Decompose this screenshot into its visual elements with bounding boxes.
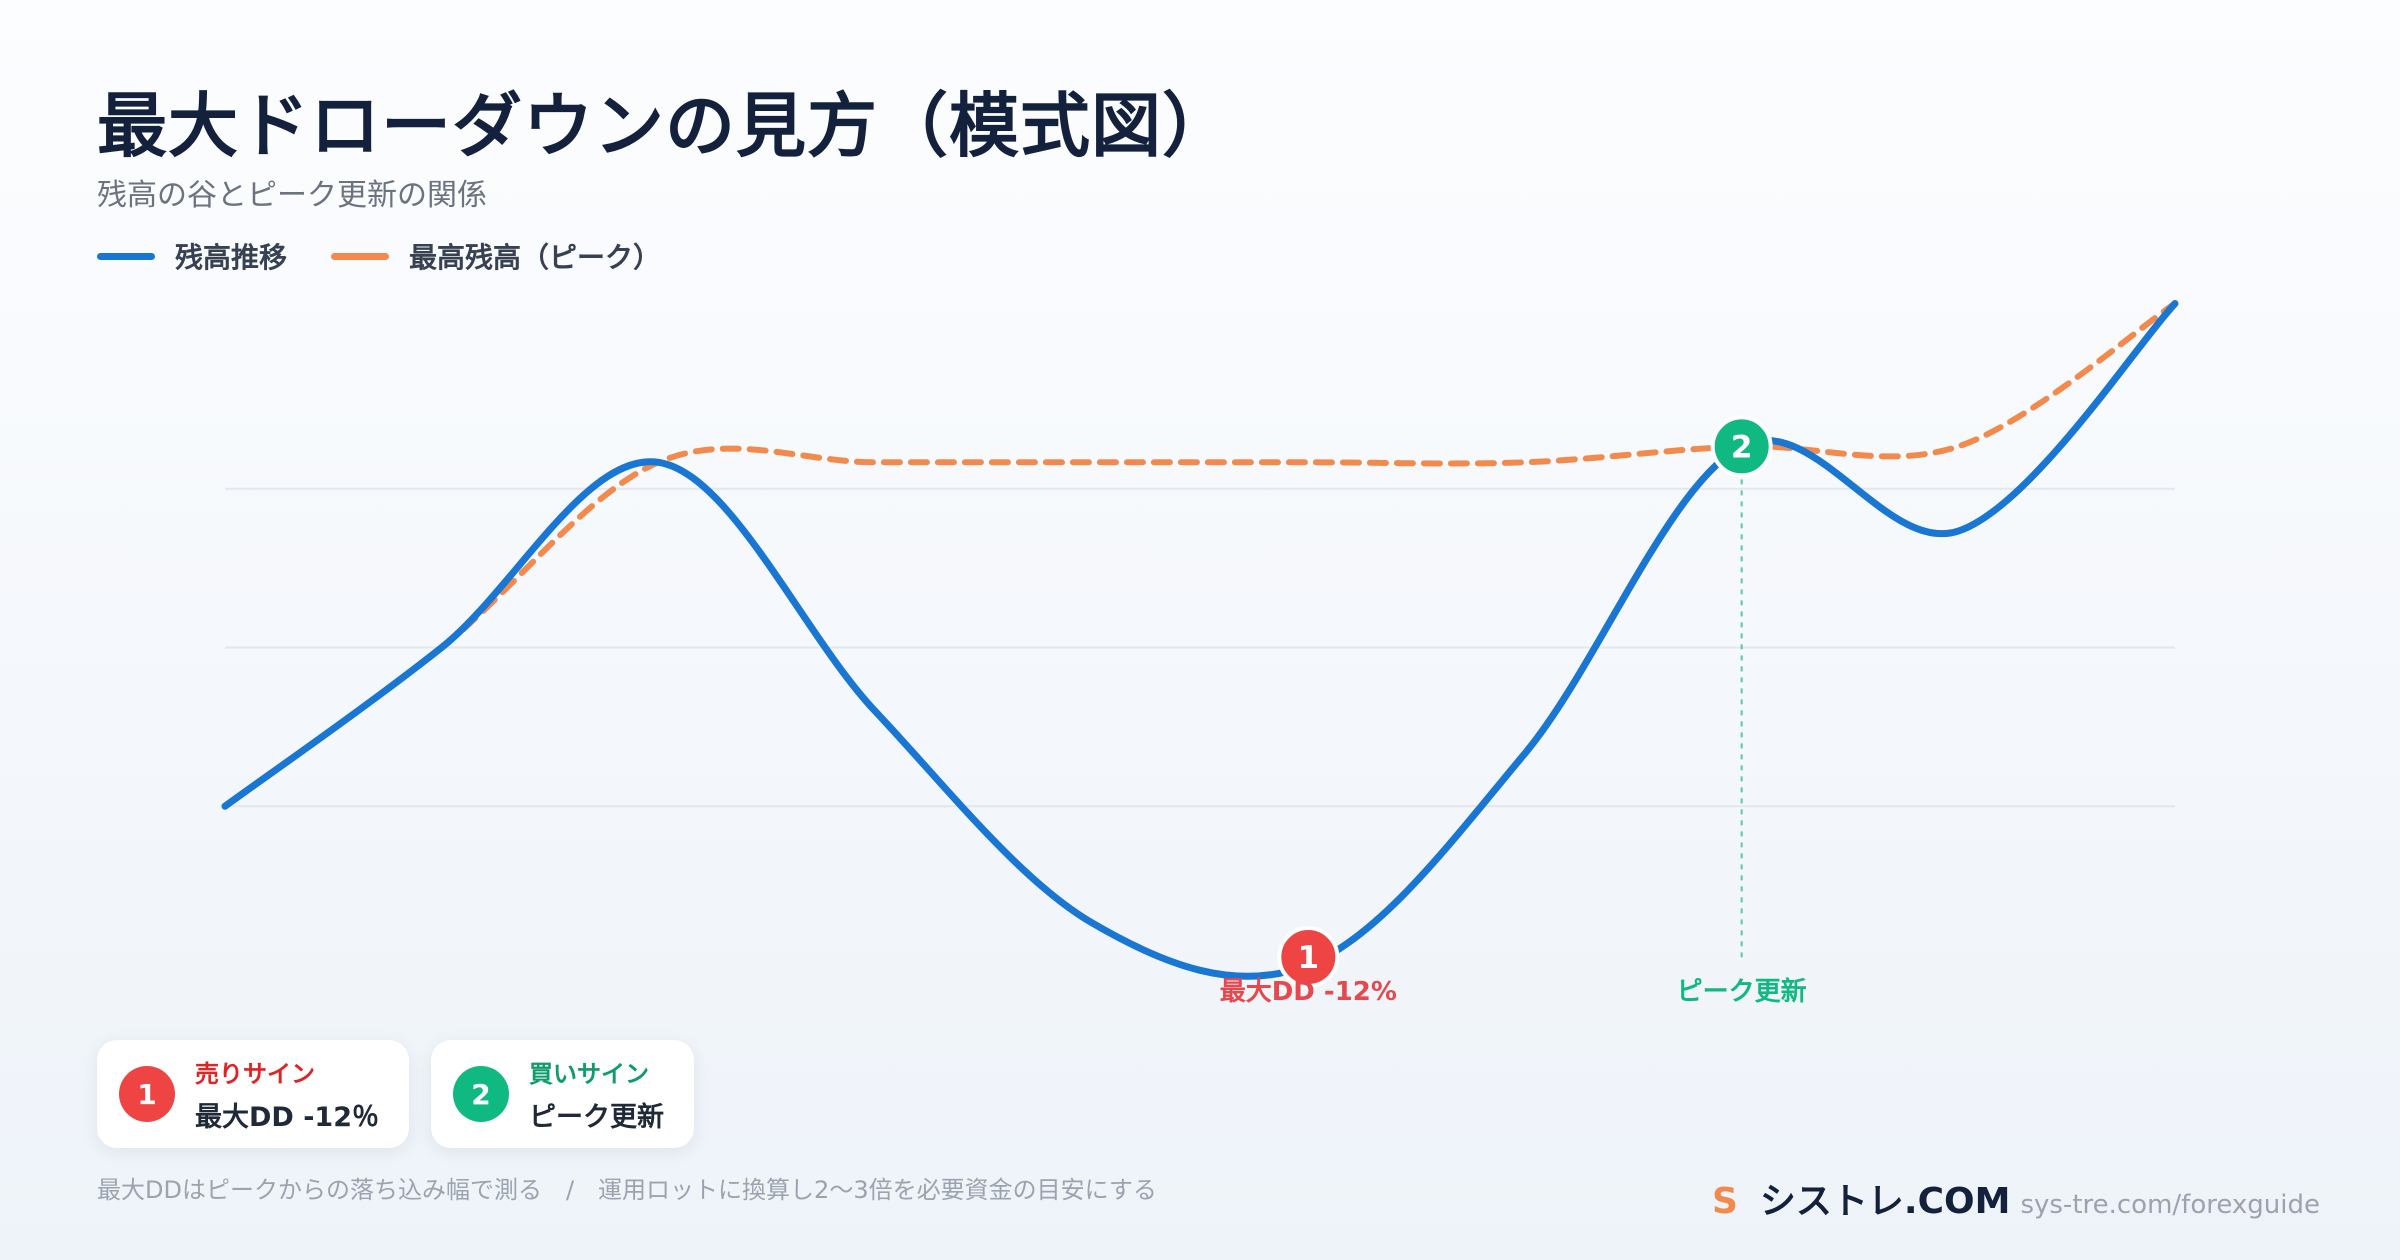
marker-2-number: 2 — [1731, 429, 1753, 465]
legend-swatch-peak — [331, 252, 390, 260]
sell-signal-value: 最大DD -12％ — [195, 1102, 380, 1133]
brand-name: シストレ.COM — [1759, 1181, 2011, 1222]
buy-signal-card: 2 買いサイン ピーク更新 — [431, 1040, 695, 1148]
balance-line — [221, 300, 2179, 980]
legend-label-balance: 残高推移 — [175, 241, 288, 274]
brand-url[interactable]: sys-tre.com/forexguide — [2020, 1190, 2320, 1220]
sell-signal-card: 1 売りサイン 最大DD -12％ — [97, 1040, 410, 1148]
signal-cards: 1 売りサイン 最大DD -12％ 2 買いサイン ピーク更新 — [97, 1040, 695, 1148]
marker-1-label: 最大DD -12% — [1220, 977, 1397, 1007]
page-title: 最大ドローダウンの見方（模式図） — [97, 85, 1233, 167]
brand-logo-icon: S — [1711, 1181, 1738, 1222]
sell-signal-heading: 売りサイン — [195, 1060, 315, 1088]
marker-1-number: 1 — [1298, 940, 1320, 976]
peak-line — [222, 300, 2178, 810]
legend-item-balance: 残高推移 — [97, 236, 287, 276]
legend-label-peak: 最高残高（ピーク） — [409, 241, 662, 274]
marker-2-label: ピーク更新 — [1677, 976, 1807, 1007]
legend-item-peak: 最高残高（ピーク） — [331, 236, 661, 276]
marker-1-badge — [1277, 926, 1340, 988]
brand[interactable]: S シストレ.COM sys-tre.com/forexguide — [1712, 1172, 2320, 1224]
footnote: 最大DDはピークからの落ち込み幅で測る / 運用ロットに換算し2〜3倍を必要資金… — [97, 1176, 1157, 1204]
buy-signal-heading: 買いサイン — [529, 1060, 650, 1088]
marker-2-badge — [1710, 415, 1773, 478]
legend-swatch-balance — [97, 252, 155, 260]
sell-signal-badge: 1 — [119, 1066, 175, 1122]
buy-signal-value: ピーク更新 — [529, 1102, 665, 1133]
page-subtitle: 残高の谷とピーク更新の関係 — [97, 178, 487, 213]
chart-legend: 残高推移 最高残高（ピーク） — [97, 236, 661, 276]
buy-signal-badge: 2 — [453, 1066, 510, 1122]
